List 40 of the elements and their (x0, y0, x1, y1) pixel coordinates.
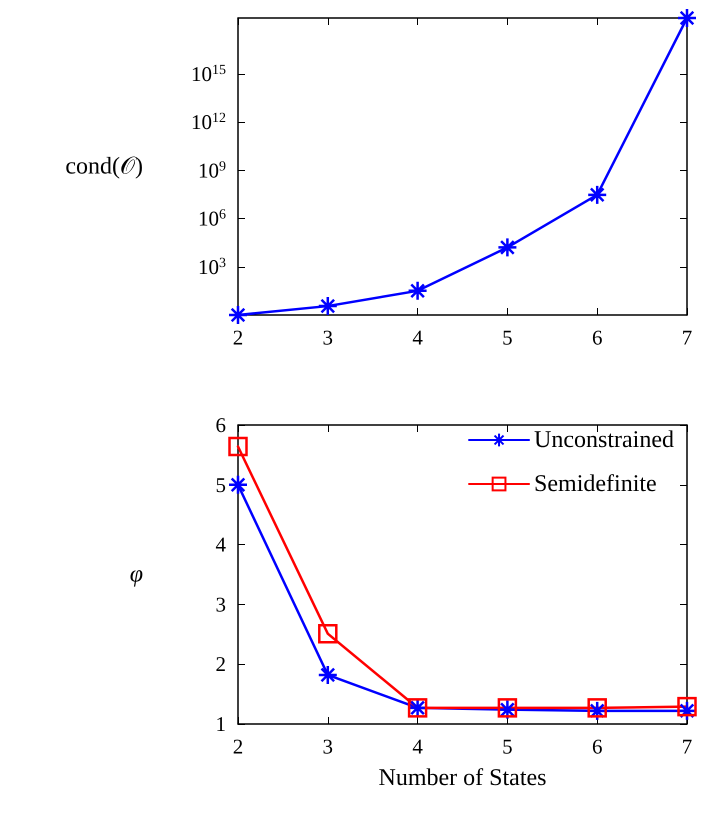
point (407, 280, 428, 302)
x-tick-label: 7 (682, 734, 692, 758)
x-tick-label: 3 (322, 326, 334, 350)
point (228, 474, 248, 496)
y-axis-title: cond(𝒪) (65, 154, 143, 180)
x-tick-label: 6 (592, 734, 602, 758)
x-tick-label: 4 (412, 326, 424, 350)
y-tick-label: 3 (216, 592, 226, 616)
y-tick-label: 10$^{9}$ (198, 158, 226, 182)
y-tick-label: 1 (216, 712, 226, 736)
point (228, 304, 248, 326)
x-tick-label: 2 (232, 734, 244, 758)
point (318, 664, 338, 686)
y-tick-label: 2 (216, 652, 226, 676)
y-tick-label: 6 (216, 413, 226, 437)
x-tick-label: 6 (592, 326, 602, 350)
x-tick-label: 4 (412, 734, 424, 758)
y-axis-title: φ (130, 562, 143, 588)
point (586, 184, 608, 206)
point (318, 296, 338, 316)
x-tick-label: 2 (232, 326, 244, 350)
y-tick-label: 4 (216, 532, 226, 557)
point (228, 436, 248, 456)
x-tick-label: 5 (502, 326, 513, 350)
x-tick-label: 7 (682, 326, 692, 350)
x-tick-label: 5 (502, 734, 513, 758)
x-tick-label: 3 (322, 734, 334, 758)
legend-label: Semidefinite (534, 471, 657, 497)
x-axis-title: Number of States (378, 765, 546, 791)
y-tick-label: 10$^{6}$ (198, 206, 226, 231)
y-tick-label: 10$^{3}$ (198, 254, 226, 279)
point (318, 624, 338, 644)
point (587, 698, 607, 718)
y-tick-label: 10$^{15}$ (191, 62, 226, 86)
point (677, 696, 697, 716)
y-tick-label: 5 (216, 472, 226, 497)
point (497, 237, 518, 258)
legend-label: Unconstrained (534, 427, 674, 453)
y-tick-label: 10$^{12}$ (191, 110, 226, 134)
point (676, 8, 698, 28)
